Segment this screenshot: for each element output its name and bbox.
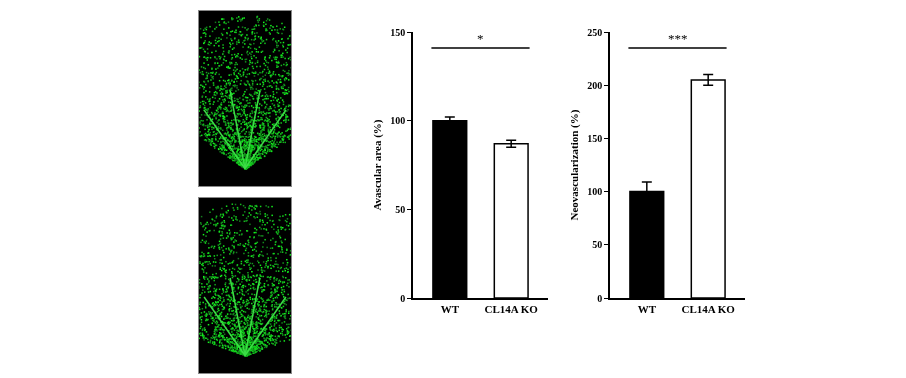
svg-text:CL14A KO: CL14A KO [681,303,735,315]
svg-text:CL14A KO: CL14A KO [484,303,538,315]
svg-text:150: 150 [390,27,405,38]
svg-text:100: 100 [587,186,602,197]
svg-text:0: 0 [597,293,602,304]
svg-text:100: 100 [390,115,405,126]
svg-text:0: 0 [400,293,405,304]
svg-text:WT: WT [638,303,657,315]
svg-text:WT: WT [441,303,460,315]
svg-text:***: *** [668,31,688,46]
svg-text:Avascular area (%): Avascular area (%) [371,119,384,210]
svg-text:250: 250 [587,27,602,38]
svg-text:50: 50 [395,204,405,215]
svg-text:*: * [477,31,484,46]
svg-text:Neovascularization (%): Neovascularization (%) [568,109,581,220]
svg-text:150: 150 [587,133,602,144]
svg-text:200: 200 [587,80,602,91]
svg-text:50: 50 [592,239,602,250]
